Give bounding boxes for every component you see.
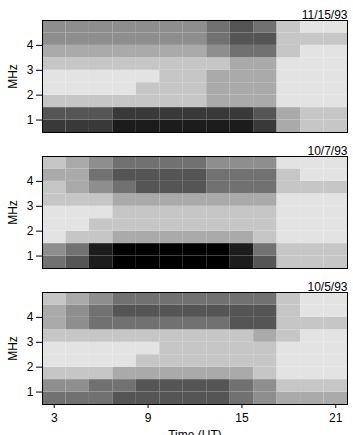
svg-text:9: 9 xyxy=(145,411,152,425)
svg-text:3: 3 xyxy=(27,63,34,77)
svg-text:1: 1 xyxy=(27,113,34,127)
svg-text:11/15/93: 11/15/93 xyxy=(302,8,348,22)
svg-text:4: 4 xyxy=(27,38,34,52)
svg-text:2: 2 xyxy=(27,88,34,102)
svg-text:2: 2 xyxy=(27,224,34,238)
svg-text:3: 3 xyxy=(27,199,34,213)
svg-text:1: 1 xyxy=(27,249,34,263)
svg-text:MHz: MHz xyxy=(6,64,20,89)
svg-text:Time (UT): Time (UT) xyxy=(168,428,222,435)
svg-text:10/5/93: 10/5/93 xyxy=(307,280,347,294)
svg-text:2: 2 xyxy=(27,360,34,374)
svg-text:MHz: MHz xyxy=(6,200,20,225)
svg-text:4: 4 xyxy=(27,174,34,188)
svg-text:21: 21 xyxy=(329,411,343,425)
svg-text:15: 15 xyxy=(235,411,249,425)
svg-text:10/7/93: 10/7/93 xyxy=(307,144,347,158)
svg-text:MHz: MHz xyxy=(6,336,20,361)
svg-text:3: 3 xyxy=(27,335,34,349)
svg-text:1: 1 xyxy=(27,385,34,399)
svg-text:3: 3 xyxy=(51,411,58,425)
svg-text:4: 4 xyxy=(27,310,34,324)
